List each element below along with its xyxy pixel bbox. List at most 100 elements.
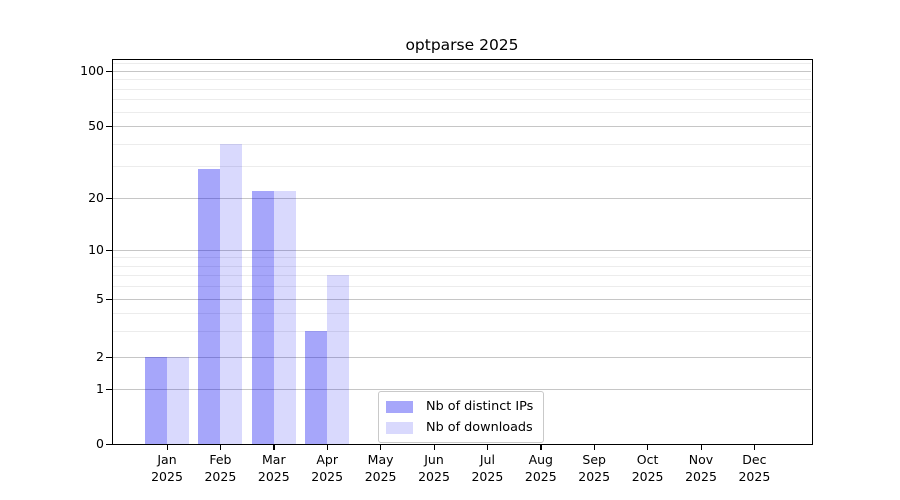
x-tick-nov xyxy=(700,445,702,450)
x-tick-label-line: Mar xyxy=(262,452,286,467)
gridline-major-1 xyxy=(113,389,811,390)
gridline-minor-110 xyxy=(113,63,811,65)
x-tick-label-line: Jun xyxy=(424,452,444,467)
gridline-minor-70 xyxy=(113,99,811,101)
x-tick-label-line: Jan xyxy=(157,452,177,467)
y-tick-100 xyxy=(106,70,112,72)
x-tick-label-sep: Sep 2025 xyxy=(562,451,626,485)
gridline-major-5 xyxy=(113,299,811,300)
y-tick-20 xyxy=(106,197,112,199)
gridline-major-50 xyxy=(113,126,811,127)
bar-jan-distinct-ips xyxy=(145,357,167,444)
x-tick-label-line: 2025 xyxy=(738,469,771,484)
x-tick-feb xyxy=(219,445,222,450)
x-tick-may xyxy=(380,445,382,450)
y-tick-label-100: 100 xyxy=(80,63,104,78)
y-tick-1 xyxy=(106,388,112,390)
x-tick-jul xyxy=(486,445,489,450)
x-tick-label-line: 2025 xyxy=(471,469,504,484)
x-tick-label-line: Oct xyxy=(636,452,659,467)
x-tick-label-jan: Jan 2025 xyxy=(135,451,199,485)
x-tick-label-apr: Apr 2025 xyxy=(295,451,359,485)
gridline-major-20 xyxy=(113,198,811,199)
y-tick-50 xyxy=(106,125,112,127)
gridline-minor-6 xyxy=(113,286,811,288)
y-tick-0 xyxy=(106,443,112,445)
bar-jan-downloads xyxy=(167,357,189,444)
gridline-minor-8 xyxy=(113,265,811,267)
gridline-minor-60 xyxy=(113,111,811,113)
x-tick-mar xyxy=(273,445,275,450)
y-tick-2 xyxy=(106,356,112,358)
y-tick-label-0: 0 xyxy=(96,436,104,451)
x-tick-label-line: Jul xyxy=(479,452,495,467)
gridline-minor-80 xyxy=(113,88,811,90)
x-tick-jun xyxy=(433,445,435,450)
spine-top xyxy=(112,59,813,61)
y-tick-label-5: 5 xyxy=(96,291,104,306)
x-tick-label-aug: Aug 2025 xyxy=(509,451,573,485)
x-tick-label-feb: Feb 2025 xyxy=(188,451,252,485)
x-tick-aug xyxy=(540,445,542,450)
x-tick-label-mar: Mar 2025 xyxy=(242,451,306,485)
x-tick-label-line: Aug xyxy=(528,452,553,467)
legend-item-label: Nb of downloads xyxy=(426,420,533,435)
x-tick-label-line: Apr xyxy=(316,452,338,467)
legend-swatch-downloads xyxy=(386,421,413,434)
x-tick-label-line: 2025 xyxy=(418,469,450,484)
y-tick-label-10: 10 xyxy=(88,242,104,257)
x-tick-apr xyxy=(326,445,329,450)
x-tick-label-jul: Jul 2025 xyxy=(455,451,519,485)
x-tick-label-line: May xyxy=(367,452,394,467)
bar-mar-downloads xyxy=(273,190,296,444)
x-tick-label-dec: Dec 2025 xyxy=(722,451,786,485)
spine-left xyxy=(112,59,114,445)
x-tick-label-line: 2025 xyxy=(364,469,397,484)
y-tick-label-50: 50 xyxy=(88,118,104,133)
x-tick-oct xyxy=(647,445,649,450)
x-tick-label-jun: Jun 2025 xyxy=(402,451,466,485)
gridline-minor-7 xyxy=(113,275,811,277)
y-tick-label-20: 20 xyxy=(88,190,104,205)
bar-mar-distinct-ips xyxy=(251,190,274,444)
bar-feb-distinct-ips xyxy=(198,168,221,444)
x-tick-label-line: Sep xyxy=(582,452,606,467)
x-tick-dec xyxy=(753,445,756,450)
y-tick-label-1: 1 xyxy=(96,381,104,396)
gridline-minor-4 xyxy=(113,313,811,315)
legend-item-distinct-ips: Nb of distinct IPs xyxy=(386,397,533,416)
gridline-minor-9 xyxy=(113,257,811,259)
x-tick-label-line: Dec xyxy=(742,452,767,467)
y-tick-label-2: 2 xyxy=(96,349,104,364)
gridline-minor-3 xyxy=(113,331,811,333)
legend-swatch-distinct-ips xyxy=(386,400,413,413)
x-tick-label-line: 2025 xyxy=(151,469,183,484)
spine-right xyxy=(812,59,814,445)
x-tick-label-line: Feb xyxy=(209,452,232,467)
x-tick-label-line: Nov xyxy=(688,452,714,467)
x-tick-label-nov: Nov 2025 xyxy=(669,451,733,485)
gridline-major-2 xyxy=(113,357,811,358)
x-tick-label-line: 2025 xyxy=(257,469,290,484)
x-tick-sep xyxy=(593,445,596,450)
x-tick-jan xyxy=(166,445,168,450)
x-tick-label-line: 2025 xyxy=(311,469,344,484)
x-tick-label-line: 2025 xyxy=(631,469,664,484)
x-tick-label-line: 2025 xyxy=(524,469,557,484)
y-tick-5 xyxy=(106,298,112,300)
gridline-minor-40 xyxy=(113,143,811,145)
legend-item-label: Nb of distinct IPs xyxy=(426,399,534,414)
x-tick-label-line: 2025 xyxy=(578,469,611,484)
gridline-major-10 xyxy=(113,250,811,251)
legend: Nb of distinct IPs Nb of downloads xyxy=(378,391,545,443)
bar-apr-downloads xyxy=(327,275,350,444)
x-tick-label-may: May 2025 xyxy=(349,451,413,485)
bar-apr-distinct-ips xyxy=(305,331,328,444)
gridline-major-100 xyxy=(113,71,811,72)
gridline-minor-30 xyxy=(113,166,811,168)
legend-item-downloads: Nb of downloads xyxy=(386,418,533,437)
chart-title: optparse 2025 xyxy=(405,36,519,54)
x-tick-label-line: 2025 xyxy=(685,469,717,484)
